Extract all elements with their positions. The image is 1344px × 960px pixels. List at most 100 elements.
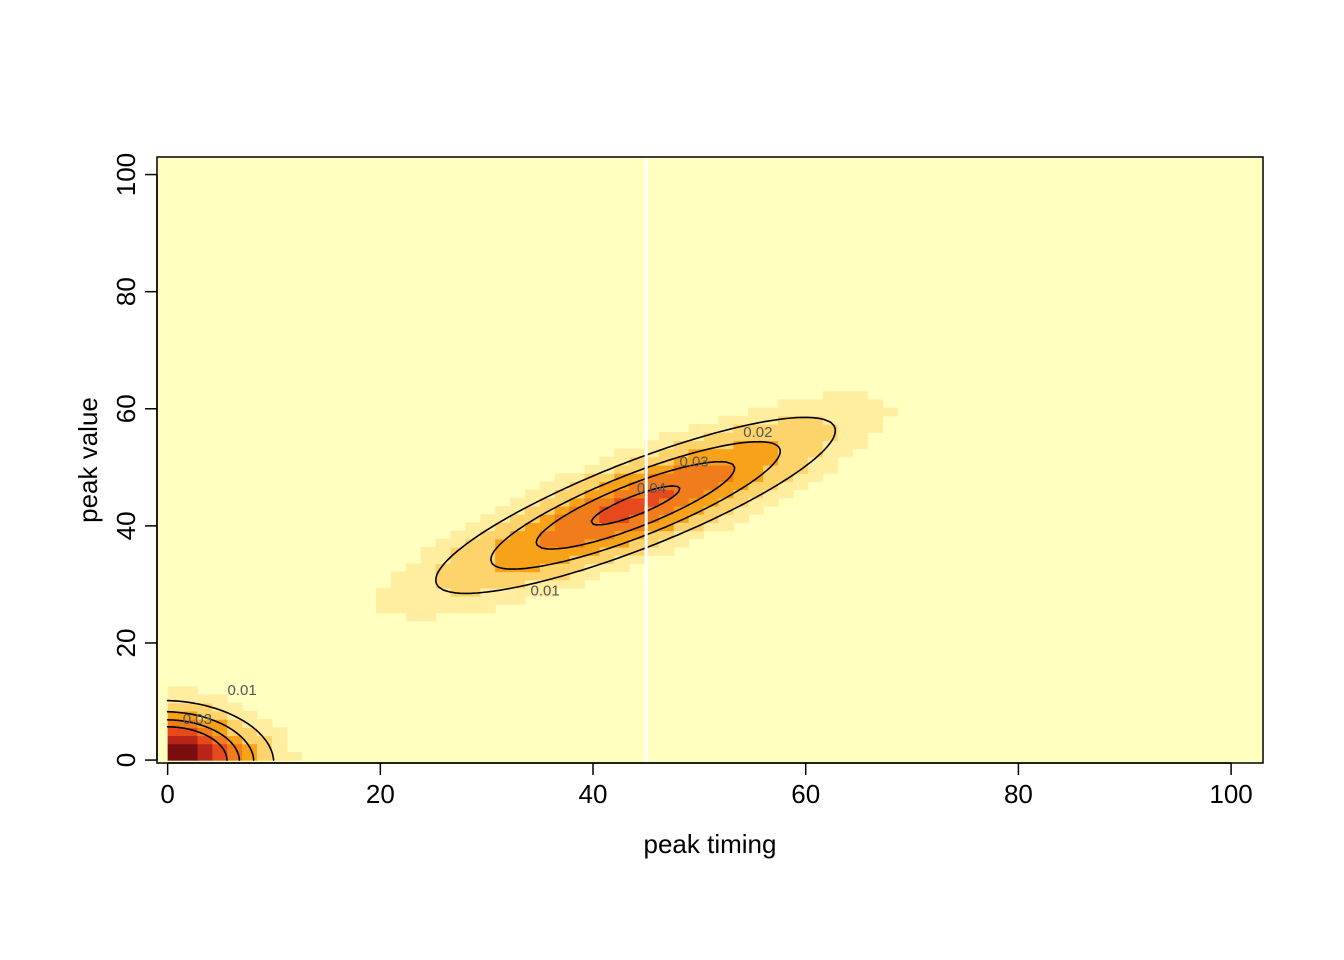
heatmap-cell bbox=[658, 505, 675, 515]
heatmap-cell bbox=[495, 514, 511, 523]
heatmap-cell bbox=[792, 423, 809, 433]
heatmap-cell bbox=[748, 473, 764, 482]
heatmap-cell bbox=[837, 399, 854, 409]
heatmap-cell bbox=[629, 448, 645, 458]
heatmap-cell bbox=[718, 514, 734, 523]
heatmap-cell bbox=[629, 464, 645, 474]
heatmap-cell bbox=[495, 579, 511, 589]
heatmap-cell bbox=[584, 555, 600, 564]
heatmap-cell bbox=[390, 587, 407, 597]
heatmap-cell bbox=[837, 448, 854, 458]
heatmap-cell bbox=[822, 407, 839, 417]
heatmap-cell bbox=[197, 743, 213, 753]
heatmap-cell bbox=[673, 489, 690, 499]
heatmap-cell bbox=[584, 489, 600, 499]
heatmap-cell bbox=[242, 719, 258, 728]
heatmap-cell bbox=[197, 751, 213, 761]
heatmap-cell bbox=[703, 423, 720, 433]
heatmap-cell bbox=[614, 505, 630, 515]
heatmap-cell bbox=[480, 522, 496, 532]
heatmap-cell bbox=[584, 522, 600, 532]
heatmap-cell bbox=[763, 481, 779, 491]
heatmap-cell bbox=[376, 596, 392, 605]
heatmap-cell bbox=[465, 522, 481, 532]
heatmap-cell bbox=[465, 587, 481, 597]
heatmap-cell bbox=[524, 497, 541, 507]
heatmap-cell bbox=[703, 481, 720, 491]
heatmap-cell bbox=[733, 448, 749, 458]
heatmap-cell bbox=[822, 448, 839, 458]
heatmap-cell bbox=[227, 702, 243, 712]
heatmap-cell bbox=[792, 432, 809, 441]
heatmap-cell bbox=[644, 514, 660, 523]
heatmap-cell bbox=[599, 473, 615, 482]
heatmap-cell bbox=[778, 440, 794, 450]
heatmap-cell bbox=[658, 464, 675, 474]
heatmap-cell bbox=[271, 751, 288, 761]
heatmap-cell bbox=[510, 514, 526, 523]
heatmap-cell bbox=[822, 456, 839, 466]
heatmap-cell bbox=[271, 743, 288, 753]
heatmap-cell bbox=[510, 571, 526, 581]
heatmap-cell bbox=[688, 473, 705, 482]
heatmap-cell bbox=[539, 497, 556, 507]
heatmap-cell bbox=[539, 571, 556, 581]
heatmap-cell bbox=[256, 719, 273, 728]
heatmap-cell bbox=[495, 546, 511, 556]
heatmap-cell bbox=[673, 514, 690, 523]
heatmap-cell bbox=[673, 432, 690, 441]
heatmap-cell bbox=[733, 440, 749, 450]
heatmap-cell bbox=[539, 530, 556, 540]
heatmap-cell bbox=[599, 546, 615, 556]
heatmap-cell bbox=[197, 694, 213, 704]
heatmap-cell bbox=[614, 563, 630, 573]
heatmap-cell bbox=[524, 546, 541, 556]
heatmap-cell bbox=[167, 694, 184, 704]
heatmap-cell bbox=[822, 432, 839, 441]
heatmap-cell bbox=[778, 432, 794, 441]
heatmap-cell bbox=[658, 514, 675, 523]
heatmap-cell bbox=[376, 587, 392, 597]
heatmap-cell bbox=[658, 432, 675, 441]
heatmap-cell bbox=[748, 432, 764, 441]
heatmap-cell bbox=[420, 571, 437, 581]
heatmap-cell bbox=[867, 423, 883, 433]
heatmap-cell bbox=[182, 702, 199, 712]
heatmap-cell bbox=[807, 464, 824, 474]
heatmap-cell bbox=[435, 587, 452, 597]
heatmap-cell bbox=[510, 579, 526, 589]
heatmap-cell bbox=[584, 571, 600, 581]
heatmap-cell bbox=[614, 448, 630, 458]
heatmap-cell bbox=[807, 423, 824, 433]
heatmap-cell bbox=[703, 514, 720, 523]
heatmap-cell bbox=[435, 571, 452, 581]
heatmap-cell bbox=[212, 743, 228, 753]
heatmap-cell bbox=[792, 448, 809, 458]
heatmap-cell bbox=[837, 440, 854, 450]
heatmap-cell bbox=[733, 481, 749, 491]
heatmap-cell bbox=[167, 719, 184, 728]
heatmap-cell bbox=[658, 530, 675, 540]
heatmap-cell bbox=[524, 571, 541, 581]
heatmap-cell bbox=[644, 497, 660, 507]
y-axis: 0 20 40 60 80 100 bbox=[111, 153, 158, 767]
heatmap-cell bbox=[763, 432, 779, 441]
x-tick-label: 0 bbox=[160, 779, 174, 809]
heatmap-cell bbox=[167, 702, 184, 712]
heatmap-cell bbox=[852, 391, 868, 400]
heatmap-cell bbox=[822, 440, 839, 450]
heatmap-cell bbox=[822, 423, 839, 433]
heatmap-cell bbox=[256, 751, 273, 761]
heatmap-cell bbox=[495, 505, 511, 515]
contour-lines bbox=[166, 416, 837, 761]
heatmap-cell bbox=[778, 399, 794, 409]
heatmap-cell bbox=[420, 555, 437, 564]
heatmap-cell bbox=[599, 538, 615, 548]
heatmap-cell bbox=[778, 415, 794, 425]
heatmap-cell bbox=[420, 612, 437, 622]
heatmap-cell bbox=[539, 587, 556, 597]
heatmap-cell bbox=[405, 604, 422, 614]
heatmap-cell bbox=[569, 489, 586, 499]
heatmap-cell bbox=[822, 391, 839, 400]
heatmap-cell bbox=[748, 489, 764, 499]
